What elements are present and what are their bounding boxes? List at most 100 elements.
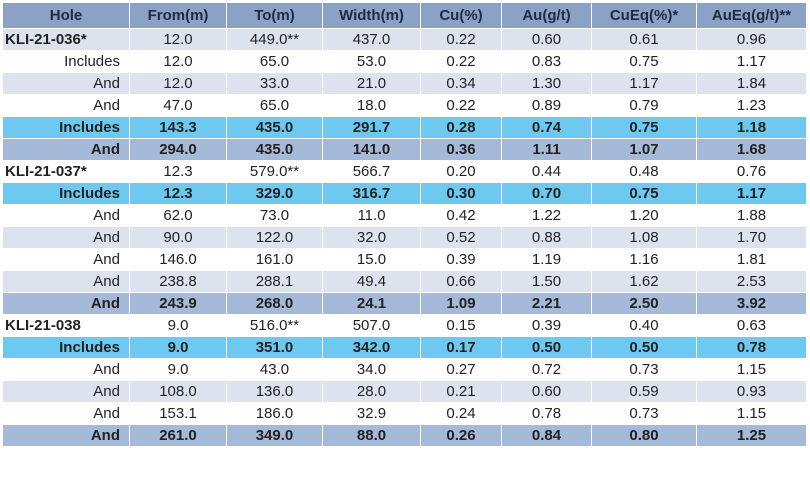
- hole-cell: And: [2, 270, 130, 293]
- cueq-cell: 2.50: [591, 292, 697, 315]
- from-cell: 143.3: [129, 116, 227, 139]
- au-cell: 0.78: [501, 402, 592, 425]
- aueq-cell: 1.25: [696, 424, 807, 447]
- table-row: KLI-21-036* 12.0 449.0** 437.0 0.22 0.60 0.61 0…: [2, 28, 807, 51]
- width-cell: 88.0: [322, 424, 421, 447]
- cueq-cell: 0.75: [591, 116, 697, 139]
- column-header-cueq: CuEq(%)*: [591, 2, 697, 29]
- hole-cell: And: [2, 72, 130, 95]
- cueq-cell: 0.80: [591, 424, 697, 447]
- cueq-cell: 0.75: [591, 50, 697, 73]
- from-cell: 12.0: [129, 28, 227, 51]
- table-row: And 243.9 268.0 24.1 1.09 2.21 2.50 3.92: [2, 292, 807, 315]
- to-cell: 122.0: [226, 226, 323, 249]
- au-cell: 0.39: [501, 314, 592, 337]
- from-cell: 261.0: [129, 424, 227, 447]
- cueq-cell: 0.61: [591, 28, 697, 51]
- width-cell: 11.0: [322, 204, 421, 227]
- width-cell: 291.7: [322, 116, 421, 139]
- column-header-aueq: AuEq(g/t)**: [696, 2, 807, 29]
- table-row: KLI-21-037* 12.3 579.0** 566.7 0.20 0.44 0.48 0…: [2, 160, 807, 183]
- cu-cell: 0.39: [420, 248, 502, 271]
- to-cell: 516.0**: [226, 314, 323, 337]
- to-cell: 33.0: [226, 72, 323, 95]
- au-cell: 0.89: [501, 94, 592, 117]
- cu-cell: 0.22: [420, 28, 502, 51]
- aueq-cell: 1.23: [696, 94, 807, 117]
- hole-cell: And: [2, 204, 130, 227]
- cueq-cell: 0.73: [591, 402, 697, 425]
- table-row: And 153.1 186.0 32.9 0.24 0.78 0.73 1.15: [2, 402, 807, 425]
- table-row: Includes 12.0 65.0 53.0 0.22 0.83 0.75 1.17: [2, 50, 807, 73]
- cueq-cell: 0.79: [591, 94, 697, 117]
- cu-cell: 0.26: [420, 424, 502, 447]
- au-cell: 0.70: [501, 182, 592, 205]
- to-cell: 449.0**: [226, 28, 323, 51]
- au-cell: 2.21: [501, 292, 592, 315]
- cueq-cell: 1.62: [591, 270, 697, 293]
- to-cell: 329.0: [226, 182, 323, 205]
- column-header-au: Au(g/t): [501, 2, 592, 29]
- width-cell: 53.0: [322, 50, 421, 73]
- aueq-cell: 1.81: [696, 248, 807, 271]
- to-cell: 43.0: [226, 358, 323, 381]
- au-cell: 1.19: [501, 248, 592, 271]
- cu-cell: 0.22: [420, 94, 502, 117]
- aueq-cell: 1.70: [696, 226, 807, 249]
- from-cell: 47.0: [129, 94, 227, 117]
- cu-cell: 0.27: [420, 358, 502, 381]
- from-cell: 238.8: [129, 270, 227, 293]
- to-cell: 288.1: [226, 270, 323, 293]
- au-cell: 0.72: [501, 358, 592, 381]
- column-header-to: To(m): [226, 2, 323, 29]
- aueq-cell: 1.17: [696, 182, 807, 205]
- width-cell: 437.0: [322, 28, 421, 51]
- to-cell: 351.0: [226, 336, 323, 359]
- hole-cell: And: [2, 424, 130, 447]
- to-cell: 186.0: [226, 402, 323, 425]
- aueq-cell: 0.96: [696, 28, 807, 51]
- hole-cell: And: [2, 138, 130, 161]
- table-row: Includes 143.3 435.0 291.7 0.28 0.74 0.75 1.18: [2, 116, 807, 139]
- table-row: And 12.0 33.0 21.0 0.34 1.30 1.17 1.84: [2, 72, 807, 95]
- au-cell: 0.50: [501, 336, 592, 359]
- cueq-cell: 0.40: [591, 314, 697, 337]
- au-cell: 0.83: [501, 50, 592, 73]
- width-cell: 15.0: [322, 248, 421, 271]
- from-cell: 153.1: [129, 402, 227, 425]
- cueq-cell: 0.59: [591, 380, 697, 403]
- cu-cell: 0.15: [420, 314, 502, 337]
- table-row: And 238.8 288.1 49.4 0.66 1.50 1.62 2.53: [2, 270, 807, 293]
- drill-results-table: Hole From(m) To(m) Width(m) Cu(%) Au(g/t…: [2, 2, 807, 447]
- to-cell: 136.0: [226, 380, 323, 403]
- hole-cell: And: [2, 358, 130, 381]
- cu-cell: 0.28: [420, 116, 502, 139]
- to-cell: 73.0: [226, 204, 323, 227]
- from-cell: 12.0: [129, 72, 227, 95]
- from-cell: 243.9: [129, 292, 227, 315]
- width-cell: 28.0: [322, 380, 421, 403]
- au-cell: 1.11: [501, 138, 592, 161]
- hole-cell: Includes: [2, 50, 130, 73]
- column-header-width: Width(m): [322, 2, 421, 29]
- table-row: And 9.0 43.0 34.0 0.27 0.72 0.73 1.15: [2, 358, 807, 381]
- aueq-cell: 2.53: [696, 270, 807, 293]
- from-cell: 9.0: [129, 358, 227, 381]
- aueq-cell: 0.76: [696, 160, 807, 183]
- aueq-cell: 1.88: [696, 204, 807, 227]
- table-row: And 90.0 122.0 32.0 0.52 0.88 1.08 1.70: [2, 226, 807, 249]
- table-row: And 47.0 65.0 18.0 0.22 0.89 0.79 1.23: [2, 94, 807, 117]
- cueq-cell: 0.73: [591, 358, 697, 381]
- hole-cell: And: [2, 292, 130, 315]
- from-cell: 9.0: [129, 314, 227, 337]
- cu-cell: 0.30: [420, 182, 502, 205]
- hole-cell: Includes: [2, 336, 130, 359]
- cu-cell: 0.34: [420, 72, 502, 95]
- au-cell: 0.84: [501, 424, 592, 447]
- table-row: Includes 12.3 329.0 316.7 0.30 0.70 0.75 1.17: [2, 182, 807, 205]
- cueq-cell: 1.17: [591, 72, 697, 95]
- table-row: KLI-21-038 9.0 516.0** 507.0 0.15 0.39 0.40 0.6…: [2, 314, 807, 337]
- hole-cell: And: [2, 380, 130, 403]
- to-cell: 349.0: [226, 424, 323, 447]
- aueq-cell: 1.18: [696, 116, 807, 139]
